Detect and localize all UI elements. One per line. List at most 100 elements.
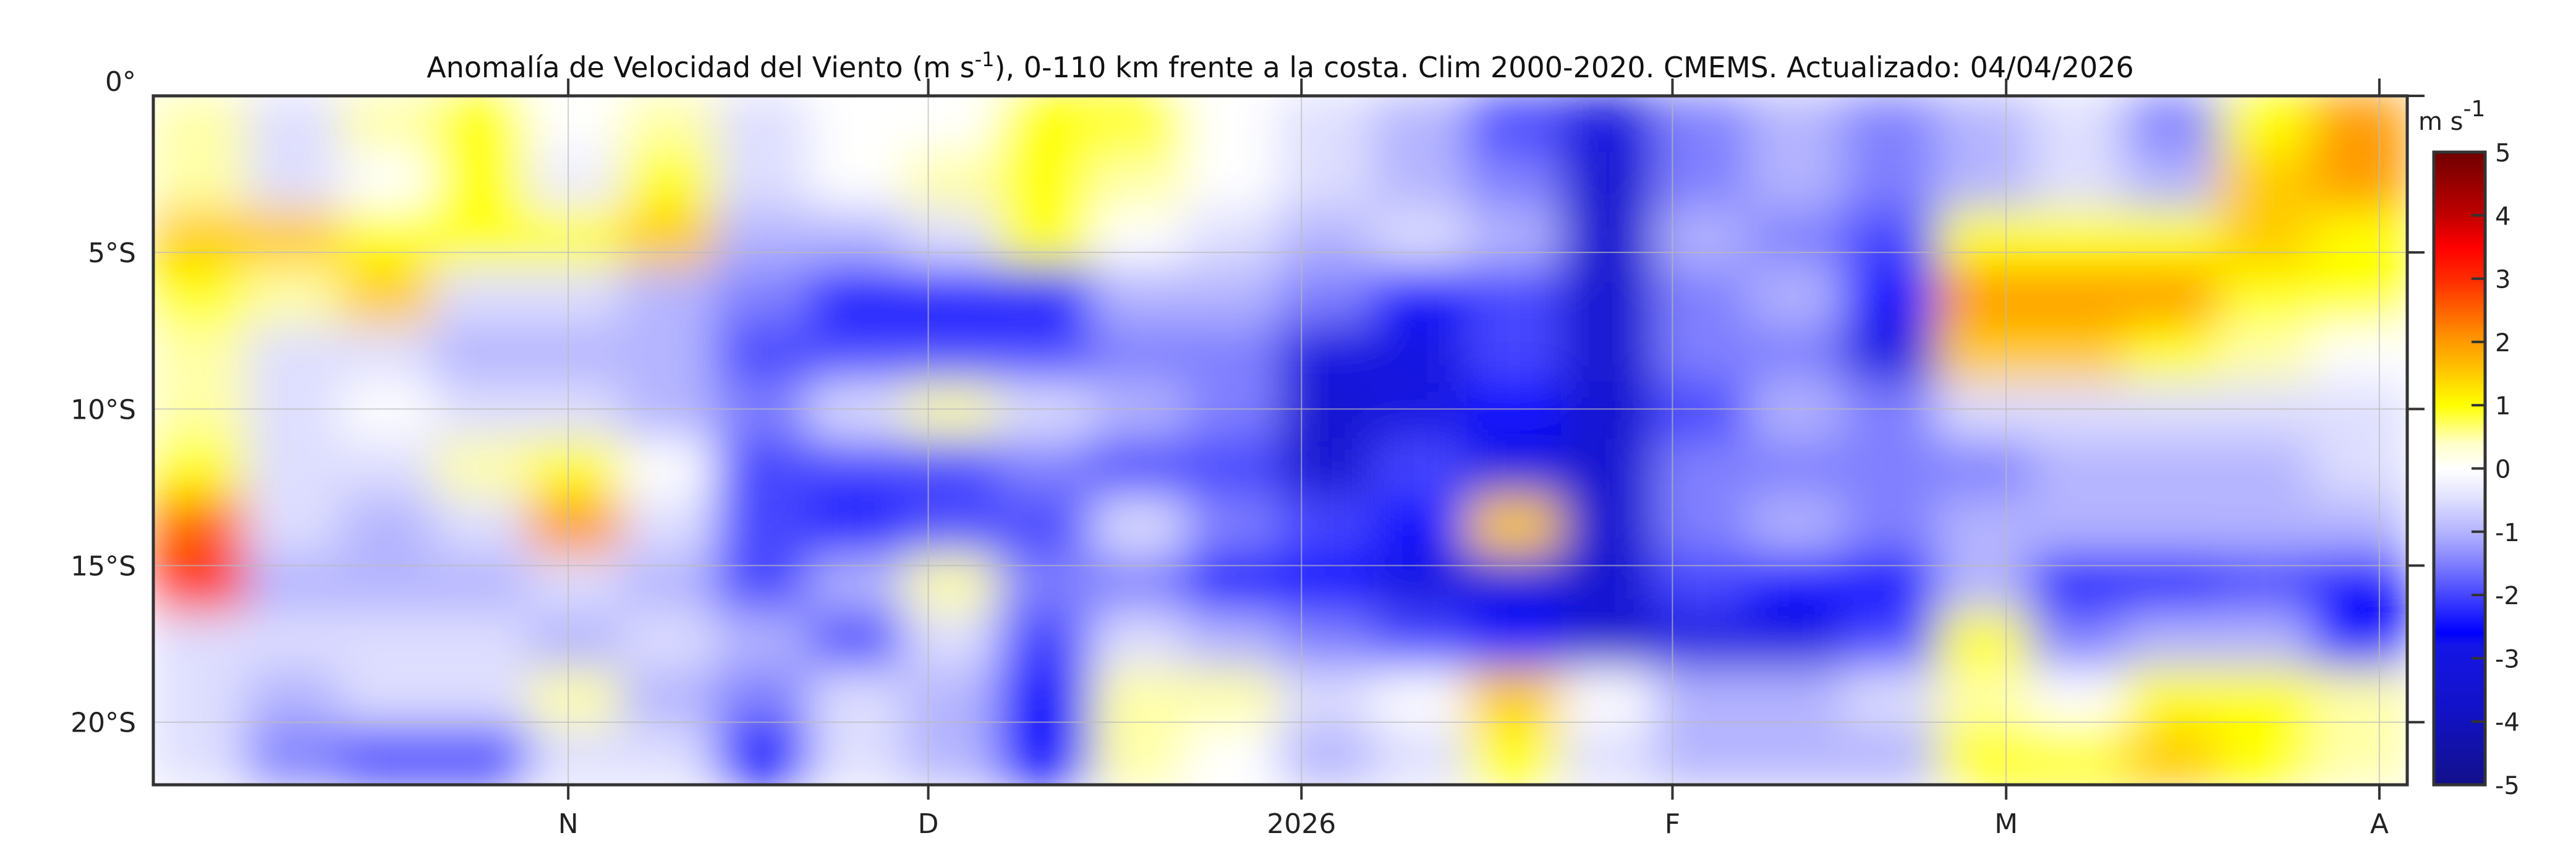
heatmap-cell xyxy=(1936,324,2033,385)
heatmap-cell xyxy=(1279,267,1375,327)
heatmap-cell xyxy=(1654,726,1751,785)
heatmap-cell xyxy=(1654,669,1751,729)
heatmap-cell xyxy=(715,611,812,672)
heatmap-cell xyxy=(997,382,1094,442)
heatmap-cell xyxy=(527,267,624,327)
heatmap-cell xyxy=(1372,96,1469,155)
heatmap-cell xyxy=(1185,267,1282,327)
heatmap-cell xyxy=(1091,267,1188,327)
heatmap-cell xyxy=(1936,209,2033,270)
heatmap-cell xyxy=(153,96,249,155)
heatmap-cell xyxy=(1654,209,1751,270)
heatmap-cell xyxy=(245,382,342,442)
heatmap-cell xyxy=(1654,96,1751,155)
heatmap-cell xyxy=(1372,439,1469,499)
heatmap xyxy=(153,96,2407,785)
heatmap-cell xyxy=(2030,267,2127,327)
heatmap-cell xyxy=(2124,324,2221,385)
y-tick-label: 20°S xyxy=(70,707,136,739)
heatmap-cell xyxy=(1842,324,1939,385)
colorbar-tick-label: 5 xyxy=(2495,139,2510,168)
heatmap-cell xyxy=(1372,726,1469,785)
heatmap-cell xyxy=(2124,267,2221,327)
heatmap-cell xyxy=(715,267,812,327)
x-tick-label: F xyxy=(1665,808,1680,840)
heatmap-cell xyxy=(1748,726,1845,785)
heatmap-cell xyxy=(1091,324,1188,385)
heatmap-cell xyxy=(1748,382,1845,442)
heatmap-cell xyxy=(1560,439,1657,499)
heatmap-cell xyxy=(1748,324,1845,385)
heatmap-cell xyxy=(2218,553,2315,614)
heatmap-cell xyxy=(1279,726,1375,785)
heatmap-cell xyxy=(1842,209,1939,270)
heatmap-cell xyxy=(2312,267,2407,327)
heatmap-cell xyxy=(527,611,624,672)
heatmap-cell xyxy=(715,209,812,270)
heatmap-cell xyxy=(339,611,436,672)
heatmap-cell xyxy=(1842,553,1939,614)
heatmap-cell xyxy=(1748,553,1845,614)
heatmap-cell xyxy=(2312,324,2407,385)
heatmap-cell xyxy=(1279,324,1375,385)
heatmap-cell xyxy=(1185,96,1282,155)
heatmap-cell xyxy=(2218,439,2315,499)
heatmap-cell xyxy=(527,324,624,385)
heatmap-cell xyxy=(1748,267,1845,327)
heatmap-cell xyxy=(1372,267,1469,327)
x-tick-label: 2026 xyxy=(1267,808,1336,840)
heatmap-cell xyxy=(997,496,1094,557)
heatmap-cell xyxy=(903,382,1000,442)
heatmap-cell xyxy=(997,726,1094,785)
heatmap-cell xyxy=(1560,382,1657,442)
heatmap-cell xyxy=(527,152,624,212)
heatmap-cell xyxy=(1372,209,1469,270)
heatmap-cell xyxy=(621,726,718,785)
heatmap-cell xyxy=(1279,439,1375,499)
heatmap-cell xyxy=(1372,669,1469,729)
heatmap-cell xyxy=(809,267,906,327)
heatmap-cell xyxy=(433,324,530,385)
heatmap-cell xyxy=(339,496,436,557)
heatmap-cell xyxy=(527,553,624,614)
colorbar-tick-label: 2 xyxy=(2495,329,2510,357)
heatmap-cell xyxy=(2312,209,2407,270)
chart-title: Anomalía de Velocidad del Viento (m s-1)… xyxy=(427,48,2134,84)
colorbar-tick-label: -5 xyxy=(2495,772,2520,800)
heatmap-cell xyxy=(433,209,530,270)
heatmap-cell xyxy=(245,209,342,270)
heatmap-cell xyxy=(1466,152,1563,212)
y-tick-label: 5°S xyxy=(88,237,136,269)
heatmap-cell xyxy=(433,152,530,212)
heatmap-cell xyxy=(153,669,249,729)
heatmap-cell xyxy=(2312,553,2407,614)
heatmap-cell xyxy=(1091,669,1188,729)
heatmap-cell xyxy=(2030,382,2127,442)
heatmap-cell xyxy=(2312,726,2407,785)
heatmap-cell xyxy=(2218,496,2315,557)
heatmap-cell xyxy=(997,669,1094,729)
heatmap-cell xyxy=(1560,96,1657,155)
heatmap-cell xyxy=(1372,496,1469,557)
heatmap-cell xyxy=(1936,439,2033,499)
x-tick-label: A xyxy=(2370,808,2389,840)
x-axis: N D 2026 F M A xyxy=(558,79,2389,840)
heatmap-cell xyxy=(1091,382,1188,442)
heatmap-cell xyxy=(809,209,906,270)
heatmap-cell xyxy=(715,726,812,785)
heatmap-cell xyxy=(1466,267,1563,327)
heatmap-cell xyxy=(1279,152,1375,212)
heatmap-cell xyxy=(1560,553,1657,614)
heatmap-cell xyxy=(1936,382,2033,442)
heatmap-cell xyxy=(153,382,249,442)
heatmap-cell xyxy=(1560,669,1657,729)
heatmap-cell xyxy=(809,152,906,212)
heatmap-cell xyxy=(1466,553,1563,614)
heatmap-cell xyxy=(1279,382,1375,442)
heatmap-cell xyxy=(997,324,1094,385)
heatmap-cell xyxy=(715,669,812,729)
heatmap-cell xyxy=(2218,611,2315,672)
heatmap-cell xyxy=(1466,209,1563,270)
heatmap-cell xyxy=(1279,553,1375,614)
heatmap-cell xyxy=(245,669,342,729)
